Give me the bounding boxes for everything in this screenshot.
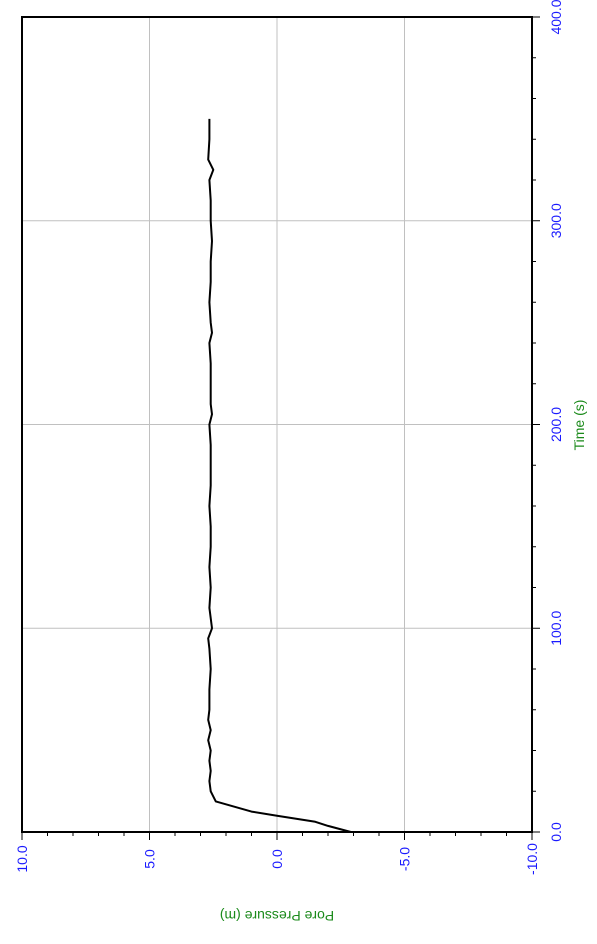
pressure-tick-label: 0.0 [269, 849, 285, 869]
pressure-tick-label: -5.0 [397, 847, 413, 871]
pressure-tick-label: -10.0 [524, 843, 540, 875]
time-tick-label: 100.0 [548, 611, 564, 646]
time-tick-label: 0.0 [548, 822, 564, 842]
time-tick-label: 200.0 [548, 407, 564, 442]
x-axis-title: Time (s) [571, 400, 587, 451]
y-axis-title: Pore Pressure (m) [220, 908, 334, 924]
x-tick-labels: 0.0 100.0 200.0 300.0 400.0 [548, 0, 564, 842]
pressure-tick-label: 10.0 [14, 845, 30, 872]
time-tick-label: 300.0 [548, 203, 564, 238]
y-tick-labels: 10.0 5.0 0.0 -5.0 -10.0 [14, 843, 540, 875]
grid-lines [22, 17, 532, 832]
series-line-pore-pressure [207, 118, 352, 833]
pressure-tick-label: 5.0 [142, 849, 158, 869]
axis-ticks [21, 16, 540, 840]
time-tick-label: 400.0 [548, 0, 564, 35]
